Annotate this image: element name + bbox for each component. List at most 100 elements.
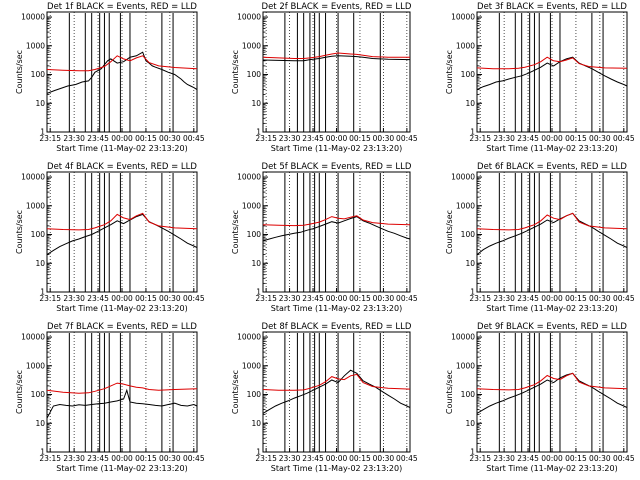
x-tick-label: 00:30 (373, 294, 395, 303)
series-lld-line (46, 55, 198, 72)
series-events-line (46, 213, 198, 256)
x-tick-label: 23:15 (469, 294, 491, 303)
y-tick-label: 1000 (26, 41, 45, 50)
y-tick-label: 1 (470, 448, 475, 457)
y-tick-label: 1 (40, 448, 45, 457)
series-events-line (262, 369, 411, 414)
y-tick-label: 10000 (451, 13, 475, 22)
x-tick-label: 00:00 (326, 134, 348, 143)
y-axis-label: Counts/sec (231, 370, 240, 414)
x-tick-label: 23:45 (87, 454, 109, 463)
y-tick-label: 10 (465, 99, 475, 108)
y-tick-label: 10000 (21, 173, 45, 182)
x-tick-label: 23:30 (493, 294, 515, 303)
y-tick-label: 100 (31, 230, 46, 239)
y-tick-label: 10 (465, 419, 475, 428)
x-tick-label: 23:15 (469, 134, 491, 143)
x-tick-label: 23:15 (469, 454, 491, 463)
x-tick-label: 00:30 (373, 134, 395, 143)
y-axis-label: Counts/sec (445, 210, 454, 254)
y-tick-label: 1 (40, 128, 45, 137)
x-tick-label: 00:00 (541, 294, 563, 303)
x-tick-label: 00:45 (396, 134, 418, 143)
x-tick-label: 00:30 (159, 134, 181, 143)
plot-panel-6: Det 6f BLACK = Events, RED = LLD 23:15 23:… (445, 162, 635, 313)
x-axis-label: Start Time (11-May-02 23:13:20) (56, 464, 187, 473)
y-tick-label: 100 (247, 390, 262, 399)
x-tick-label: 00:15 (135, 294, 157, 303)
plot-title: Det 8f BLACK = Events, RED = LLD (262, 322, 412, 332)
x-axis-label: Start Time (11-May-02 23:13:20) (486, 464, 617, 473)
series-lld-line (476, 212, 628, 231)
x-axis-label: Start Time (11-May-02 23:13:20) (271, 144, 402, 153)
y-axis-label: Counts/sec (15, 210, 24, 254)
x-tick-label: 23:15 (39, 454, 61, 463)
x-tick-label: 00:15 (565, 134, 587, 143)
x-axis-label: Start Time (11-May-02 23:13:20) (271, 464, 402, 473)
x-tick-label: 00:15 (565, 294, 587, 303)
y-tick-label: 10000 (237, 13, 261, 22)
x-axis-label: Start Time (11-May-02 23:13:20) (486, 304, 617, 313)
x-tick-label: 00:45 (613, 294, 635, 303)
y-tick-label: 1 (40, 288, 45, 297)
y-tick-label: 10000 (451, 173, 475, 182)
x-tick-label: 23:30 (493, 134, 515, 143)
y-tick-label: 10000 (21, 333, 45, 342)
x-tick-label: 00:45 (396, 454, 418, 463)
x-tick-label: 23:45 (87, 134, 109, 143)
y-tick-label: 1000 (456, 201, 475, 210)
y-tick-label: 100 (461, 70, 476, 79)
plot-panel-4: Det 4f BLACK = Events, RED = LLD 23:15 23:… (15, 162, 205, 313)
x-tick-label: 23:15 (255, 454, 277, 463)
y-tick-label: 100 (31, 70, 46, 79)
y-tick-label: 1000 (456, 361, 475, 370)
plot-title: Det 5f BLACK = Events, RED = LLD (262, 162, 412, 172)
y-axis-label: Counts/sec (15, 50, 24, 94)
series-events-line (262, 216, 411, 242)
x-tick-label: 00:15 (349, 454, 371, 463)
x-tick-label: 00:30 (159, 294, 181, 303)
y-tick-label: 100 (31, 390, 46, 399)
y-tick-label: 10 (465, 259, 475, 268)
y-tick-label: 1000 (242, 41, 261, 50)
series-lld-line (262, 215, 411, 227)
x-tick-label: 00:30 (589, 294, 611, 303)
plot-title: Det 7f BLACK = Events, RED = LLD (47, 322, 197, 332)
x-tick-label: 00:30 (589, 454, 611, 463)
x-tick-label: 23:30 (63, 454, 85, 463)
x-tick-label: 00:00 (541, 454, 563, 463)
series-lld-line (46, 382, 198, 394)
y-tick-label: 10000 (237, 173, 261, 182)
x-axis-label: Start Time (11-May-02 23:13:20) (56, 304, 187, 313)
x-tick-label: 00:30 (373, 454, 395, 463)
series-events-line (476, 56, 628, 91)
x-tick-label: 00:15 (349, 294, 371, 303)
y-tick-label: 10000 (237, 333, 261, 342)
x-tick-label: 00:15 (135, 454, 157, 463)
x-axis-label: Start Time (11-May-02 23:13:20) (271, 304, 402, 313)
y-axis-label: Counts/sec (445, 370, 454, 414)
x-tick-label: 23:45 (302, 454, 324, 463)
x-tick-label: 23:15 (39, 294, 61, 303)
x-tick-label: 00:00 (111, 454, 133, 463)
y-tick-label: 10 (251, 259, 261, 268)
y-tick-label: 100 (461, 230, 476, 239)
y-axis-label: Counts/sec (231, 50, 240, 94)
x-tick-label: 00:00 (111, 294, 133, 303)
x-tick-label: 23:30 (279, 134, 301, 143)
plot-title: Det 6f BLACK = Events, RED = LLD (477, 162, 627, 172)
x-tick-label: 23:45 (302, 294, 324, 303)
y-tick-label: 100 (461, 390, 476, 399)
x-tick-label: 23:30 (63, 294, 85, 303)
plot-title: Det 4f BLACK = Events, RED = LLD (47, 162, 197, 172)
y-tick-label: 10 (35, 259, 45, 268)
y-tick-label: 1 (470, 288, 475, 297)
x-tick-label: 00:45 (613, 134, 635, 143)
x-tick-label: 23:45 (517, 454, 539, 463)
plot-title: Det 2f BLACK = Events, RED = LLD (262, 2, 412, 12)
series-lld-line (262, 373, 411, 391)
x-tick-label: 00:45 (396, 294, 418, 303)
x-tick-label: 23:15 (255, 294, 277, 303)
